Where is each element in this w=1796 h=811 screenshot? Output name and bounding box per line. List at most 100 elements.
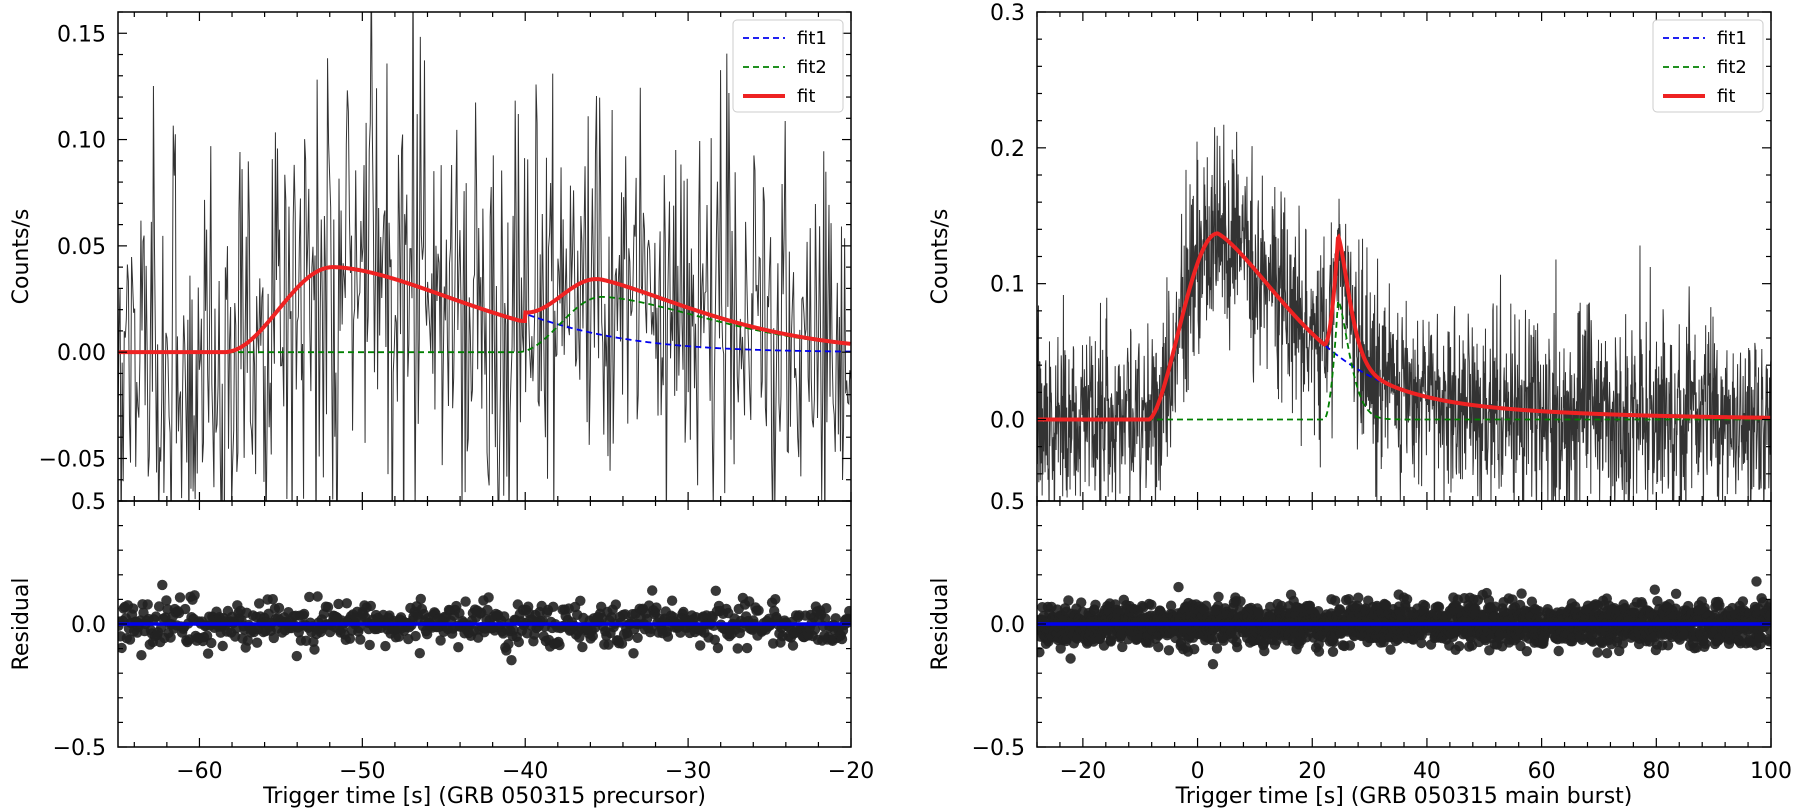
residual-point [1553, 645, 1564, 657]
residual-point [1649, 584, 1661, 595]
residual-point [1173, 581, 1184, 593]
legend: fit1 fit2 fit [1652, 19, 1764, 113]
residual-point [435, 635, 446, 646]
y-tick-label: 0.15 [57, 22, 106, 47]
residual-point [118, 642, 127, 654]
residual-point [632, 632, 643, 643]
residual-point [1385, 644, 1396, 655]
residual-point [1235, 596, 1246, 607]
residual-point [732, 643, 743, 654]
residual-point [641, 613, 653, 625]
y-tick-label: −0.05 [39, 447, 106, 472]
residual-point [1065, 653, 1076, 664]
residual-y-axis-label: Residual [9, 578, 34, 671]
y-tick-label: 0.10 [57, 129, 106, 154]
residual-point [574, 632, 585, 643]
y-tick-label: 0.2 [990, 137, 1025, 162]
residual-point [1153, 641, 1164, 653]
residual-y-tick-label: −0.5 [972, 736, 1025, 761]
residual-point [291, 650, 302, 662]
legend-label-fit2: fit2 [797, 57, 827, 78]
x-tick-label: −20 [828, 759, 874, 784]
residual-point [454, 608, 465, 619]
residual-point [1601, 648, 1613, 659]
residual-point [1313, 646, 1325, 657]
residual-point [174, 592, 186, 603]
residual-point [844, 605, 851, 617]
residual-point [124, 634, 136, 645]
residual-point [165, 632, 176, 643]
legend-label-fit: fit [797, 86, 815, 107]
x-tick-label: −40 [502, 759, 548, 784]
residual-points [1037, 576, 1771, 670]
lightcurve-data-series [118, 12, 851, 501]
y-axis-label: Counts/s [9, 209, 34, 305]
total-fit-line [118, 265, 851, 355]
legend-label-fit1: fit1 [1717, 28, 1747, 49]
residual-point [1090, 599, 1101, 610]
residual-point [548, 601, 559, 612]
residual-point [453, 642, 464, 653]
residual-point [1327, 646, 1339, 657]
total-fit-line [1037, 231, 1771, 422]
residual-point [554, 639, 565, 651]
residual-point [364, 639, 375, 651]
y-tick-label: 0.3 [990, 1, 1025, 26]
residual-point [1146, 599, 1157, 610]
residual-point [217, 640, 228, 652]
x-tick-label: 80 [1642, 759, 1670, 784]
x-tick-label: 100 [1750, 759, 1792, 784]
residual-point [1165, 600, 1177, 611]
residual-point [254, 598, 265, 609]
residual-point [162, 604, 173, 615]
residual-point [1765, 599, 1771, 610]
residual-point [341, 598, 352, 609]
residual-point [1063, 595, 1074, 606]
legend-box [1652, 19, 1764, 113]
residual-point [820, 613, 831, 624]
residual-point [809, 624, 821, 635]
residual-point [1617, 638, 1629, 649]
residual-point [575, 595, 586, 606]
residual-point [1253, 607, 1265, 618]
residual-point [662, 631, 674, 642]
residual-point [1670, 588, 1682, 599]
residual-point [610, 599, 621, 610]
residual-point [709, 634, 720, 645]
residual-point [127, 603, 139, 614]
residual-point [206, 637, 217, 649]
residual-point [1454, 641, 1465, 652]
residual-point [821, 603, 832, 614]
residual-y-tick-label: −0.5 [53, 736, 106, 761]
residual-point [1700, 638, 1711, 649]
lightcurve-data-series [1037, 124, 1771, 501]
residual-point [157, 579, 168, 591]
residual-point [202, 648, 214, 659]
residual-point [1330, 595, 1341, 606]
precursor-panel: −60 −50 −40 −30 −20 −0.05 0.00 0.05 0.10 0.15 −0.5… [9, 11, 874, 809]
x-tick-label: 0 [1191, 759, 1205, 784]
residual-point [695, 640, 706, 651]
residual-point [1516, 588, 1527, 599]
main-burst-panel: −20 0 20 40 60 80 100 0.0 0.1 0.2 0.3 −0.5 0.0 0.5 Tri… [928, 1, 1792, 809]
residual-point [1076, 597, 1087, 608]
x-tick-label: −30 [665, 759, 711, 784]
residual-point [830, 613, 841, 624]
residual-point [513, 636, 524, 648]
residual-y-tick-label: 0.5 [990, 490, 1025, 515]
residual-point [322, 601, 334, 613]
residual-point [415, 593, 426, 605]
residual-point [1353, 592, 1364, 603]
residual-point [460, 596, 471, 607]
residual-point [365, 600, 376, 612]
residual-point [1765, 609, 1771, 621]
residual-point [712, 642, 724, 654]
x-tick-label: −60 [176, 759, 222, 784]
y-axis-label: Counts/s [928, 209, 953, 305]
residual-point [1259, 645, 1270, 657]
residual-point [1211, 643, 1223, 654]
legend-label-fit2: fit2 [1717, 57, 1747, 78]
residual-point [503, 639, 514, 650]
residual-point [414, 648, 425, 659]
